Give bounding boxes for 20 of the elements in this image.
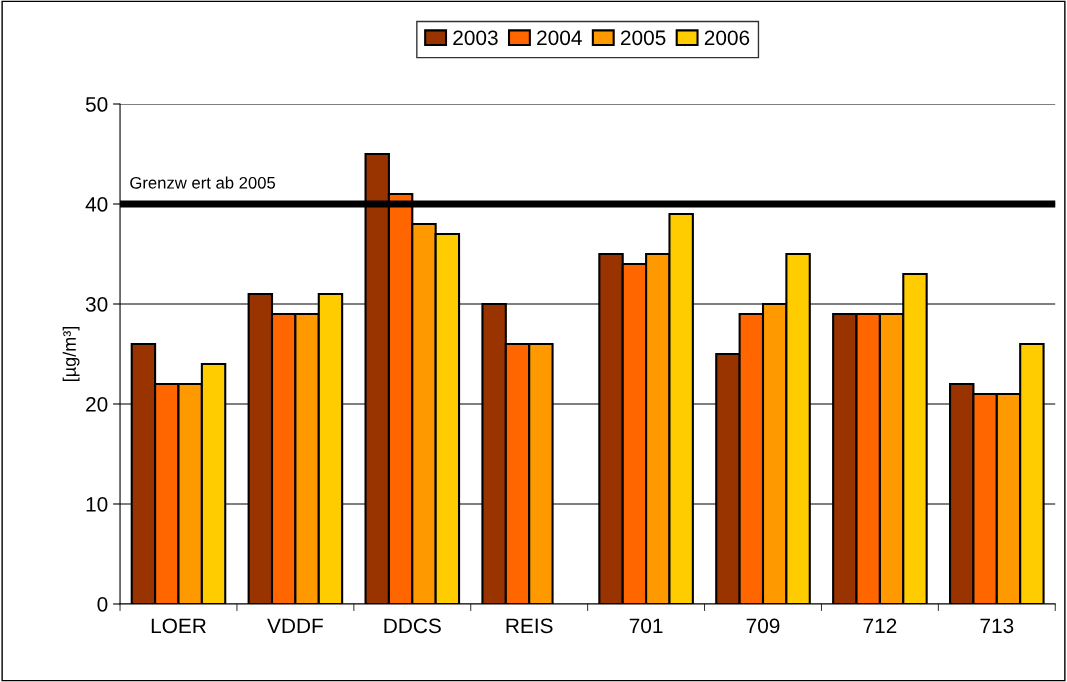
legend-label: 2004 (537, 30, 582, 46)
y-tick-label: 50 (85, 97, 108, 112)
x-tick-label: 701 (629, 618, 663, 634)
y-axis-title: [µg/m³] (62, 327, 80, 381)
x-tick-label: 709 (746, 618, 780, 634)
ref-line-label: Grenzw ert ab 2005 (130, 176, 276, 189)
x-tick-label: 713 (980, 618, 1014, 634)
y-tick-label: 0 (97, 596, 108, 612)
x-tick-label: VDDF (267, 618, 323, 633)
legend-label: 2003 (453, 30, 498, 46)
y-tick-label: 30 (85, 297, 108, 312)
y-tick-label: 20 (86, 396, 108, 412)
legend-label: 2006 (704, 30, 750, 46)
x-tick-label: LOER (151, 618, 206, 634)
x-tick-label: DDCS (384, 618, 441, 634)
y-tick-label: 10 (86, 496, 108, 512)
x-tick-label: REIS (506, 618, 553, 634)
legend-label: 2005 (620, 30, 666, 46)
x-tick-label: 712 (863, 618, 897, 633)
y-tick-label: 40 (85, 197, 108, 212)
